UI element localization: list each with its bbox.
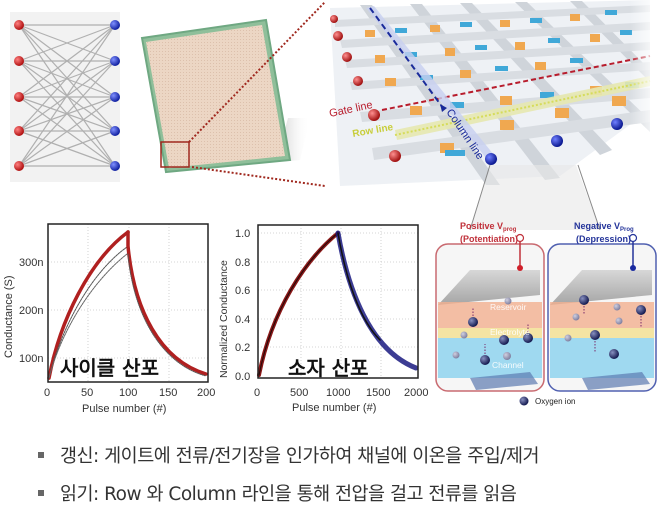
y-tick-200n: 200n [19,305,43,317]
x-axis-label: Pulse number (#) [292,402,376,414]
channel-label: Channel [492,360,524,370]
chart-title-device: 소자 산포 [288,356,369,380]
bullet-text: 읽기: Row 와 Column 라인을 통해 전압을 걸고 전류를 읽음 [60,484,517,505]
ion-device-diagram: Positive Vprog (Potentiation) Negative V… [435,221,657,406]
bullet-update: 갱신: 게이트에 전류/전기장을 인가하여 채널에 이온을 주입/제거 [38,436,658,474]
y-tick-100n: 100n [19,353,43,365]
y-tick-0.0: 0.0 [235,371,250,383]
oxygen-ion-legend-label: Oxygen ion [535,397,575,406]
y-tick-0.8: 0.8 [235,257,250,269]
chip-diagram [140,1,326,187]
electrolyte-label: Electrolyte [490,327,530,337]
x-tick-4: 200 [197,387,215,399]
cycle-variation-chart: 0 50 100 150 200 100n 200n 300n Pulse nu… [3,223,215,415]
bullet-square-icon [38,452,44,458]
gate-line [381,55,651,111]
crossbar-array-diagram: Gate line Row line Column line [328,0,658,230]
x-axis-label: Pulse number (#) [82,403,166,415]
x-tick-500: 500 [290,387,308,399]
positive-vprog-label: Positive Vprog [460,221,517,233]
bullet-text: 갱신: 게이트에 전류/전기장을 인가하여 채널에 이온을 주입/제거 [60,446,540,467]
y-tick-0.4: 0.4 [235,314,250,326]
y-axis-label: Conductance (S) [3,275,15,358]
reservoir-label: Reservoir [490,302,527,312]
y-tick-300n: 300n [19,257,43,269]
output-neuron-icons [110,20,120,171]
synapse-lines [18,24,116,167]
x-tick-2000: 2000 [404,387,428,399]
input-neuron-icons [14,20,24,171]
neural-network-diagram [10,12,120,182]
x-tick-2: 100 [119,387,137,399]
negative-vprog-label: Negative VProg [574,221,634,233]
row-line [394,80,651,136]
column-terminal-icons [485,118,623,165]
y-tick-0.6: 0.6 [235,285,250,297]
x-tick-1: 50 [81,387,93,399]
depression-label: (Depression) [576,234,631,244]
x-tick-0: 0 [44,387,50,399]
x-tick-3: 150 [159,387,177,399]
bullet-read: 읽기: Row 와 Column 라인을 통해 전압을 걸고 전류를 읽음 [38,474,658,512]
chip-highlight-box [160,141,190,168]
oxygen-ion-legend-icon [519,396,529,406]
x-tick-1000: 1000 [326,387,350,399]
y-axis-label: Normalized Conductance [218,260,230,378]
x-tick-0: 0 [254,387,260,399]
potentiation-label: (Potentiation) [460,234,518,244]
column-line [369,7,444,109]
y-tick-0.2: 0.2 [235,342,250,354]
bullet-square-icon [38,490,44,496]
x-tick-1500: 1500 [366,387,390,399]
y-tick-1.0: 1.0 [235,228,250,240]
chart-title-cycle: 사이클 산포 [60,356,159,380]
device-variation-chart: 0 500 1000 1500 2000 0.0 0.2 0.4 0.6 0.8… [218,224,428,414]
gate-terminal-icons [330,15,401,162]
description-list: 갱신: 게이트에 전류/전기장을 인가하여 채널에 이온을 주입/제거 읽기: … [38,436,658,512]
